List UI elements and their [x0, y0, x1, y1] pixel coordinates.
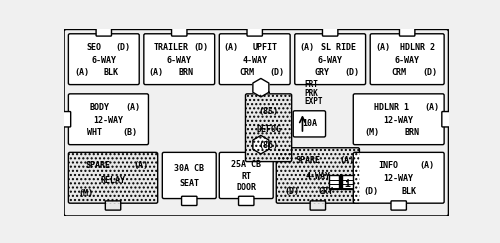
Text: (D): (D) — [422, 68, 438, 77]
Text: (D): (D) — [269, 68, 284, 77]
Text: 12-WAY: 12-WAY — [384, 174, 414, 183]
Text: (D): (D) — [344, 68, 360, 77]
FancyBboxPatch shape — [295, 34, 366, 85]
Text: 4-WAY: 4-WAY — [242, 56, 267, 65]
FancyBboxPatch shape — [400, 27, 415, 36]
Text: BLK: BLK — [402, 187, 416, 196]
FancyBboxPatch shape — [354, 94, 444, 145]
Text: CRM: CRM — [239, 68, 254, 77]
Bar — [342, 175, 353, 189]
Text: (86): (86) — [258, 141, 278, 150]
Text: 4-WAY: 4-WAY — [306, 172, 330, 181]
Bar — [328, 175, 340, 189]
Text: DOOR: DOOR — [236, 183, 256, 192]
Text: CRM: CRM — [391, 68, 406, 77]
FancyBboxPatch shape — [391, 201, 406, 210]
Text: (M): (M) — [78, 189, 93, 198]
Text: INFO: INFO — [378, 161, 398, 170]
Text: (B): (B) — [122, 128, 138, 137]
Text: 12-WAY: 12-WAY — [384, 116, 414, 125]
Text: (A): (A) — [126, 103, 140, 112]
Text: SPARE: SPARE — [296, 156, 320, 165]
FancyBboxPatch shape — [293, 111, 326, 137]
Text: RT: RT — [241, 172, 251, 181]
FancyBboxPatch shape — [162, 152, 216, 199]
FancyBboxPatch shape — [238, 196, 254, 206]
FancyBboxPatch shape — [182, 196, 197, 206]
Text: RELAY: RELAY — [100, 176, 126, 185]
Text: BODY: BODY — [89, 103, 109, 112]
FancyBboxPatch shape — [354, 152, 444, 203]
Text: 30A CB: 30A CB — [174, 165, 204, 174]
Text: (D): (D) — [284, 187, 300, 196]
FancyBboxPatch shape — [442, 112, 451, 127]
Text: 6-WAY: 6-WAY — [167, 56, 192, 65]
Text: BRN: BRN — [404, 128, 419, 137]
FancyBboxPatch shape — [144, 34, 214, 85]
Text: (A): (A) — [339, 156, 354, 165]
Text: FRT: FRT — [304, 80, 318, 89]
Text: TRAILER: TRAILER — [154, 43, 188, 52]
FancyBboxPatch shape — [310, 201, 326, 210]
Polygon shape — [253, 78, 269, 97]
Text: (D): (D) — [194, 43, 208, 52]
Text: (D): (D) — [363, 187, 378, 196]
Text: EXPT: EXPT — [304, 97, 322, 106]
Text: SEO: SEO — [86, 43, 101, 52]
Text: HDLNR 1: HDLNR 1 — [374, 103, 409, 112]
Text: (A): (A) — [74, 68, 90, 77]
Text: PRK: PRK — [304, 88, 318, 98]
Text: BRN: BRN — [178, 68, 194, 77]
Text: SEAT: SEAT — [180, 179, 200, 188]
FancyBboxPatch shape — [68, 152, 158, 203]
Text: GRY: GRY — [318, 187, 334, 196]
Text: (D): (D) — [116, 43, 130, 52]
Text: (M): (M) — [365, 128, 380, 137]
Text: 12-WAY: 12-WAY — [94, 116, 124, 125]
FancyBboxPatch shape — [62, 112, 70, 127]
Text: GRY: GRY — [314, 68, 330, 77]
Text: HDLNR 2: HDLNR 2 — [400, 43, 436, 52]
Text: (85): (85) — [258, 107, 278, 116]
Text: SPARE: SPARE — [85, 161, 110, 170]
Text: (A): (A) — [148, 68, 163, 77]
FancyBboxPatch shape — [172, 27, 187, 36]
Text: UPFIT: UPFIT — [252, 43, 278, 52]
FancyBboxPatch shape — [322, 27, 338, 36]
Text: BLK: BLK — [103, 68, 118, 77]
FancyBboxPatch shape — [276, 148, 359, 203]
Text: (A): (A) — [133, 161, 148, 170]
Text: 10A: 10A — [302, 119, 317, 128]
FancyBboxPatch shape — [96, 27, 112, 36]
FancyBboxPatch shape — [247, 27, 262, 36]
Text: 25A CB: 25A CB — [231, 160, 261, 169]
Text: i: i — [344, 179, 350, 189]
Text: (A): (A) — [299, 43, 314, 52]
FancyBboxPatch shape — [68, 34, 139, 85]
FancyBboxPatch shape — [246, 94, 292, 162]
Text: (A): (A) — [424, 103, 440, 112]
Text: 6-WAY: 6-WAY — [394, 56, 419, 65]
Text: WHT: WHT — [87, 128, 102, 137]
Text: DEFOG: DEFOG — [256, 124, 281, 133]
FancyBboxPatch shape — [220, 152, 273, 199]
FancyBboxPatch shape — [220, 34, 290, 85]
FancyBboxPatch shape — [370, 34, 444, 85]
FancyBboxPatch shape — [68, 94, 148, 145]
Text: 6-WAY: 6-WAY — [92, 56, 116, 65]
FancyBboxPatch shape — [106, 201, 120, 210]
Text: (A): (A) — [420, 161, 434, 170]
Text: 6-WAY: 6-WAY — [318, 56, 342, 65]
Text: SL RIDE: SL RIDE — [321, 43, 356, 52]
Text: (A): (A) — [224, 43, 238, 52]
Polygon shape — [253, 135, 269, 154]
FancyBboxPatch shape — [64, 29, 449, 216]
Text: (A): (A) — [375, 43, 390, 52]
